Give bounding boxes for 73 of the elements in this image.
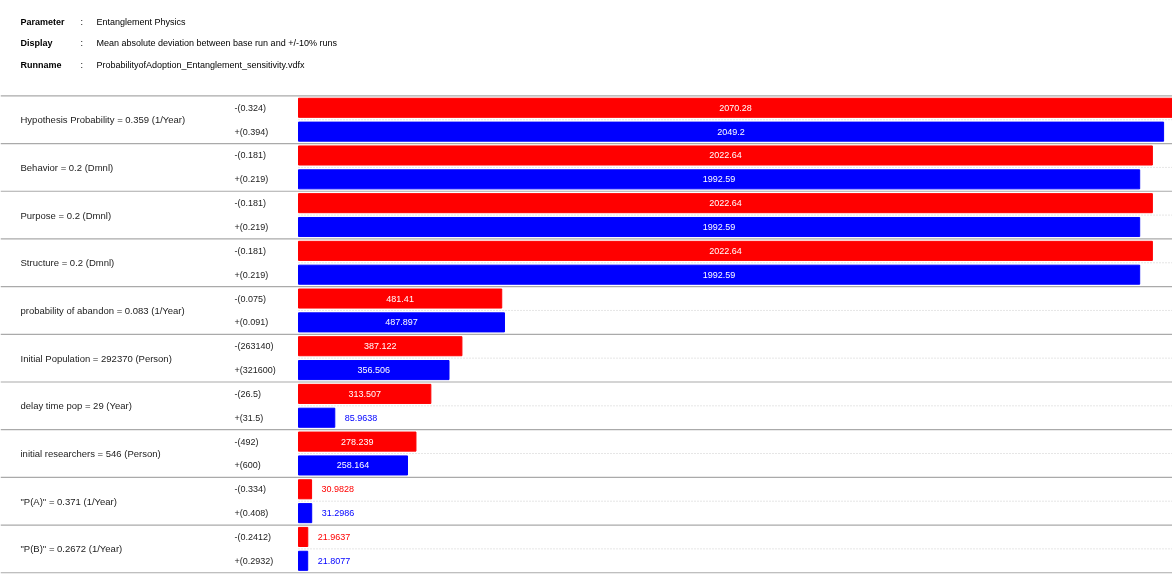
bar	[298, 264, 1141, 285]
text: -(0.334)	[234, 484, 267, 495]
data-label: 387.122	[363, 341, 397, 352]
bar	[298, 97, 1172, 118]
bar	[298, 288, 503, 309]
text: +(600)	[234, 460, 261, 471]
bar	[298, 145, 1153, 166]
y-tick-label: "P(B)" = 0.2672 (1/Year)	[20, 543, 123, 555]
data-label: 258.164	[336, 460, 370, 471]
text: +(321600)	[234, 365, 276, 376]
bar	[298, 193, 1153, 214]
data-label: 1992.59	[702, 174, 736, 185]
text: Runname : ProbabilityofAdoption_Entanglement_sensitivity.vdfx	[20, 59, 305, 70]
y-tick-label: Purpose = 0.2 (Dmnl)	[20, 209, 112, 221]
text: +(0.394)	[234, 126, 269, 137]
bar	[298, 526, 309, 547]
data-label: 2022.64	[709, 150, 742, 161]
bar	[298, 336, 463, 357]
y-tick-label: Behavior = 0.2 (Dmnl)	[20, 161, 114, 173]
bar	[298, 455, 408, 476]
text: Parameter : Entanglement Physics	[20, 16, 186, 27]
text: +(0.408)	[234, 508, 269, 519]
bar	[298, 240, 1153, 261]
data-label: 2022.64	[709, 198, 742, 209]
data-label: 1992.59	[702, 222, 736, 233]
data-label: 2070.28	[719, 102, 752, 113]
data-label: 21.8077	[317, 555, 351, 566]
data-label: 2049.2	[717, 126, 745, 137]
data-label: 21.9637	[317, 531, 351, 542]
data-label: 2022.64	[709, 245, 742, 256]
text: -(492)	[234, 436, 259, 447]
y-tick-label: Structure = 0.2 (Dmnl)	[20, 257, 115, 269]
bar	[298, 550, 309, 571]
data-label: 313.507	[348, 388, 381, 399]
bar	[298, 216, 1141, 238]
text: +(0.2932)	[234, 555, 274, 566]
data-label: 1992.59	[702, 269, 736, 280]
bar	[298, 312, 505, 333]
y-tick-label: Initial Population = 292370 (Person)	[20, 352, 172, 364]
text: -(0.181)	[234, 198, 267, 209]
y-tick-label: "P(A)" = 0.371 (1/Year)	[20, 495, 117, 507]
data-label: 487.897	[385, 317, 418, 328]
text: -(0.181)	[234, 150, 267, 161]
bar	[298, 503, 313, 524]
text: +(0.219)	[234, 269, 269, 280]
text: -(0.181)	[234, 245, 267, 256]
bar	[298, 407, 336, 428]
bar	[298, 383, 432, 404]
data-label: 30.9828	[321, 484, 355, 495]
bar	[298, 431, 417, 452]
text: +(0.219)	[234, 174, 269, 185]
text: +(31.5)	[234, 412, 264, 423]
text: Display : Mean absolute deviation between base run and +/-10% runs	[20, 38, 337, 49]
y-tick-label: delay time pop = 29 (Year)	[20, 400, 132, 412]
data-label: 85.9638	[344, 412, 378, 423]
data-label: 31.2986	[321, 508, 355, 519]
text: -(0.2412)	[234, 531, 272, 542]
bar	[298, 169, 1141, 190]
data-label: 481.41	[386, 293, 414, 304]
bar	[298, 360, 450, 381]
y-tick-label: initial researchers = 546 (Person)	[20, 448, 161, 460]
y-tick-label: Hypothesis Probability = 0.359 (1/Year)	[20, 114, 186, 126]
text: -(0.324)	[234, 102, 267, 113]
text: +(0.219)	[234, 222, 269, 233]
data-label: 278.239	[340, 436, 374, 447]
data-label: 356.506	[357, 365, 391, 376]
bar	[298, 479, 313, 500]
text: -(0.075)	[234, 293, 267, 304]
text: -(26.5)	[234, 388, 262, 399]
text: +(0.091)	[234, 317, 269, 328]
text: -(263140)	[234, 341, 274, 352]
y-tick-label: probability of abandon = 0.083 (1/Year)	[20, 304, 185, 316]
bar	[298, 121, 1165, 142]
